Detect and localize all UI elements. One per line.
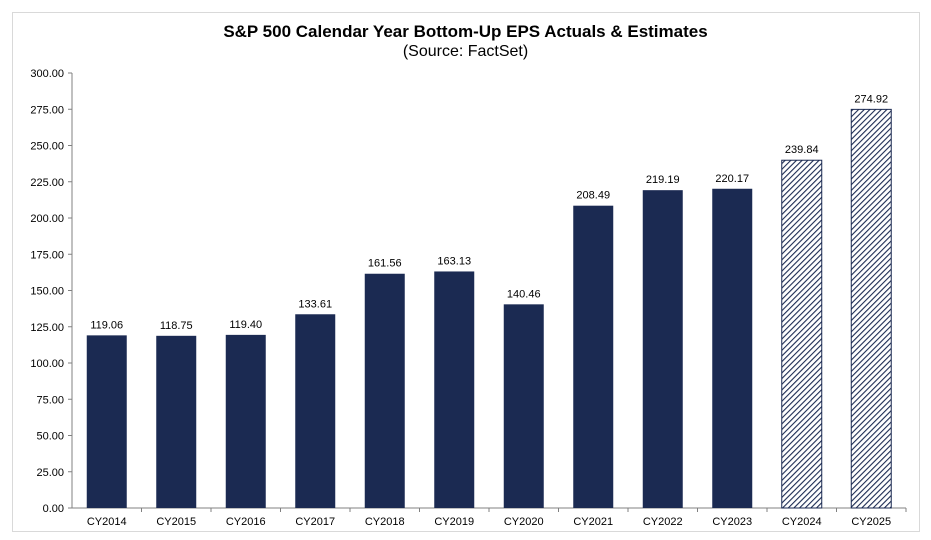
x-tick-label-cy2018: CY2018 (365, 516, 405, 528)
bar-cy2014 (86, 335, 127, 508)
data-label-cy2021: 208.49 (576, 190, 610, 202)
data-label-cy2014: 119.06 (90, 319, 123, 331)
bar-cy2018 (364, 273, 405, 508)
data-label-cy2024: 239.84 (785, 144, 819, 156)
y-tick-label: 100.00 (30, 358, 64, 370)
data-label-cy2023: 220.17 (715, 173, 749, 185)
chart-subtitle: (Source: FactSet) (402, 43, 529, 60)
x-tick-label-cy2020: CY2020 (504, 516, 544, 528)
x-tick-label-cy2014: CY2014 (87, 516, 127, 528)
y-tick-label: 225.00 (30, 177, 64, 189)
y-tick-label: 200.00 (30, 213, 64, 225)
bar-cy2017 (295, 314, 336, 508)
x-tick-label-cy2016: CY2016 (226, 516, 266, 528)
chart-title: S&P 500 Calendar Year Bottom-Up EPS Actu… (223, 22, 708, 41)
y-tick-label: 75.00 (36, 394, 64, 406)
y-tick-label: 300.00 (30, 68, 64, 80)
data-label-cy2017: 133.61 (298, 298, 332, 310)
x-tick-label-cy2022: CY2022 (643, 516, 683, 528)
x-tick-label-cy2019: CY2019 (434, 516, 474, 528)
y-tick-label: 250.00 (30, 141, 64, 153)
bar-cy2022 (642, 190, 683, 508)
y-tick-label: 0.00 (43, 503, 64, 515)
x-tick-label-cy2024: CY2024 (782, 516, 822, 528)
y-tick-label: 25.00 (36, 467, 64, 479)
bar-cy2019 (434, 271, 475, 508)
y-tick-label: 175.00 (30, 249, 64, 261)
bar-cy2021 (573, 205, 614, 508)
data-label-cy2016: 119.40 (229, 319, 262, 331)
x-tick-label-cy2021: CY2021 (573, 516, 613, 528)
data-label-cy2018: 161.56 (368, 258, 402, 270)
y-tick-label: 275.00 (30, 104, 64, 116)
bar-cy2025 (850, 108, 892, 509)
bar-cy2020 (503, 304, 544, 508)
bar-cy2024 (781, 159, 823, 509)
y-tick-label: 125.00 (30, 322, 64, 334)
data-label-cy2025: 274.92 (854, 93, 888, 105)
y-tick-label: 50.00 (36, 431, 64, 443)
bar-cy2015 (156, 335, 197, 508)
data-label-cy2019: 163.13 (437, 255, 471, 267)
data-label-cy2022: 219.19 (646, 174, 680, 186)
bar-cy2023 (712, 188, 753, 509)
y-tick-label: 150.00 (30, 286, 64, 298)
x-tick-label-cy2015: CY2015 (156, 516, 196, 528)
x-tick-label-cy2017: CY2017 (295, 516, 335, 528)
x-tick-label-cy2023: CY2023 (712, 516, 752, 528)
data-label-cy2020: 140.46 (507, 288, 541, 300)
bar-cy2016 (225, 334, 266, 508)
x-tick-label-cy2025: CY2025 (851, 516, 891, 528)
data-label-cy2015: 118.75 (160, 320, 193, 332)
